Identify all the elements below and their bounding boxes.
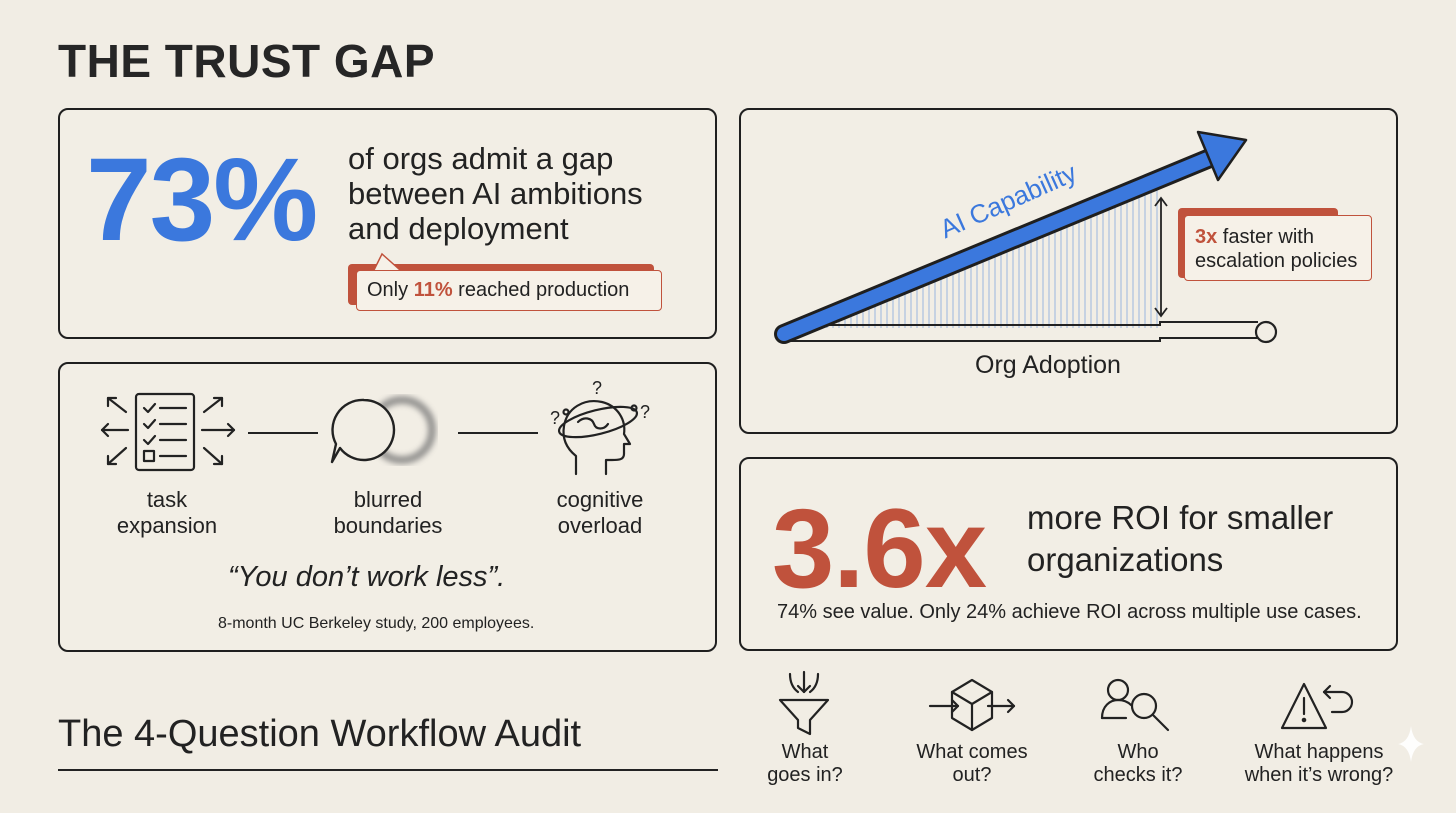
audit-title: The 4-Question Workflow Audit xyxy=(58,713,582,755)
warning-undo-icon xyxy=(1280,682,1354,730)
callout-highlight: 11% xyxy=(413,279,453,301)
gap-description: of orgs admit a gap between AI ambitions… xyxy=(348,141,643,246)
blurred-circles-icon xyxy=(330,396,436,464)
roi-description: more ROI for smaller organizations xyxy=(1027,499,1334,578)
task-expansion-label: task expansion xyxy=(116,487,218,538)
production-callout: Only 11% reached production xyxy=(356,270,662,311)
svg-text:?: ? xyxy=(640,402,650,422)
svg-text:?: ? xyxy=(592,378,602,398)
question-what-goes-in: What goes in? xyxy=(767,741,843,786)
study-source: 8-month UC Berkeley study, 200 employees… xyxy=(218,615,535,632)
callout-tail xyxy=(373,252,401,271)
connector-line xyxy=(458,432,538,434)
task-list-expansion-icon xyxy=(100,392,236,472)
measure-arrow xyxy=(1154,196,1168,318)
question-who-checks-it: Who checks it? xyxy=(1093,741,1183,786)
callout-prefix: Only xyxy=(367,279,414,301)
funnel-icon xyxy=(778,670,830,736)
sparkle-icon xyxy=(1398,726,1424,762)
audit-divider xyxy=(58,769,718,771)
confused-head-icon: ? ? ? xyxy=(550,378,650,476)
adoption-label: Org Adoption xyxy=(975,351,1121,379)
capability-arrow-icon xyxy=(774,130,1248,344)
adoption-baseline xyxy=(784,320,1278,344)
capability-gap-graphic xyxy=(774,130,1278,344)
overload-card xyxy=(58,362,717,652)
escalation-callout: 3x faster with escalation policies xyxy=(1184,215,1372,281)
connector-line xyxy=(248,432,318,434)
escalation-line2: escalation policies xyxy=(1195,250,1358,272)
callout-suffix: reached production xyxy=(452,279,630,301)
question-what-happens-when-wrong: What happens when it’s wrong? xyxy=(1244,741,1394,786)
page-title: THE TRUST GAP xyxy=(58,35,436,87)
escalation-highlight: 3x xyxy=(1195,226,1218,248)
blurred-boundaries-label: blurred boundaries xyxy=(333,487,443,538)
roi-stat: 3.6x xyxy=(772,486,987,611)
question-what-comes-out: What comes out? xyxy=(916,741,1028,786)
box-output-icon xyxy=(928,678,1016,732)
roi-note: 74% see value. Only 24% achieve ROI acro… xyxy=(777,601,1362,623)
gap-stat: 73% xyxy=(86,134,318,266)
escalation-line1: faster with xyxy=(1217,226,1314,248)
roi-card xyxy=(739,457,1398,651)
cognitive-overload-label: cognitive overload xyxy=(556,487,644,538)
quote: “You don’t work less”. xyxy=(228,561,506,593)
person-search-icon xyxy=(1100,678,1170,732)
svg-text:?: ? xyxy=(550,408,560,428)
